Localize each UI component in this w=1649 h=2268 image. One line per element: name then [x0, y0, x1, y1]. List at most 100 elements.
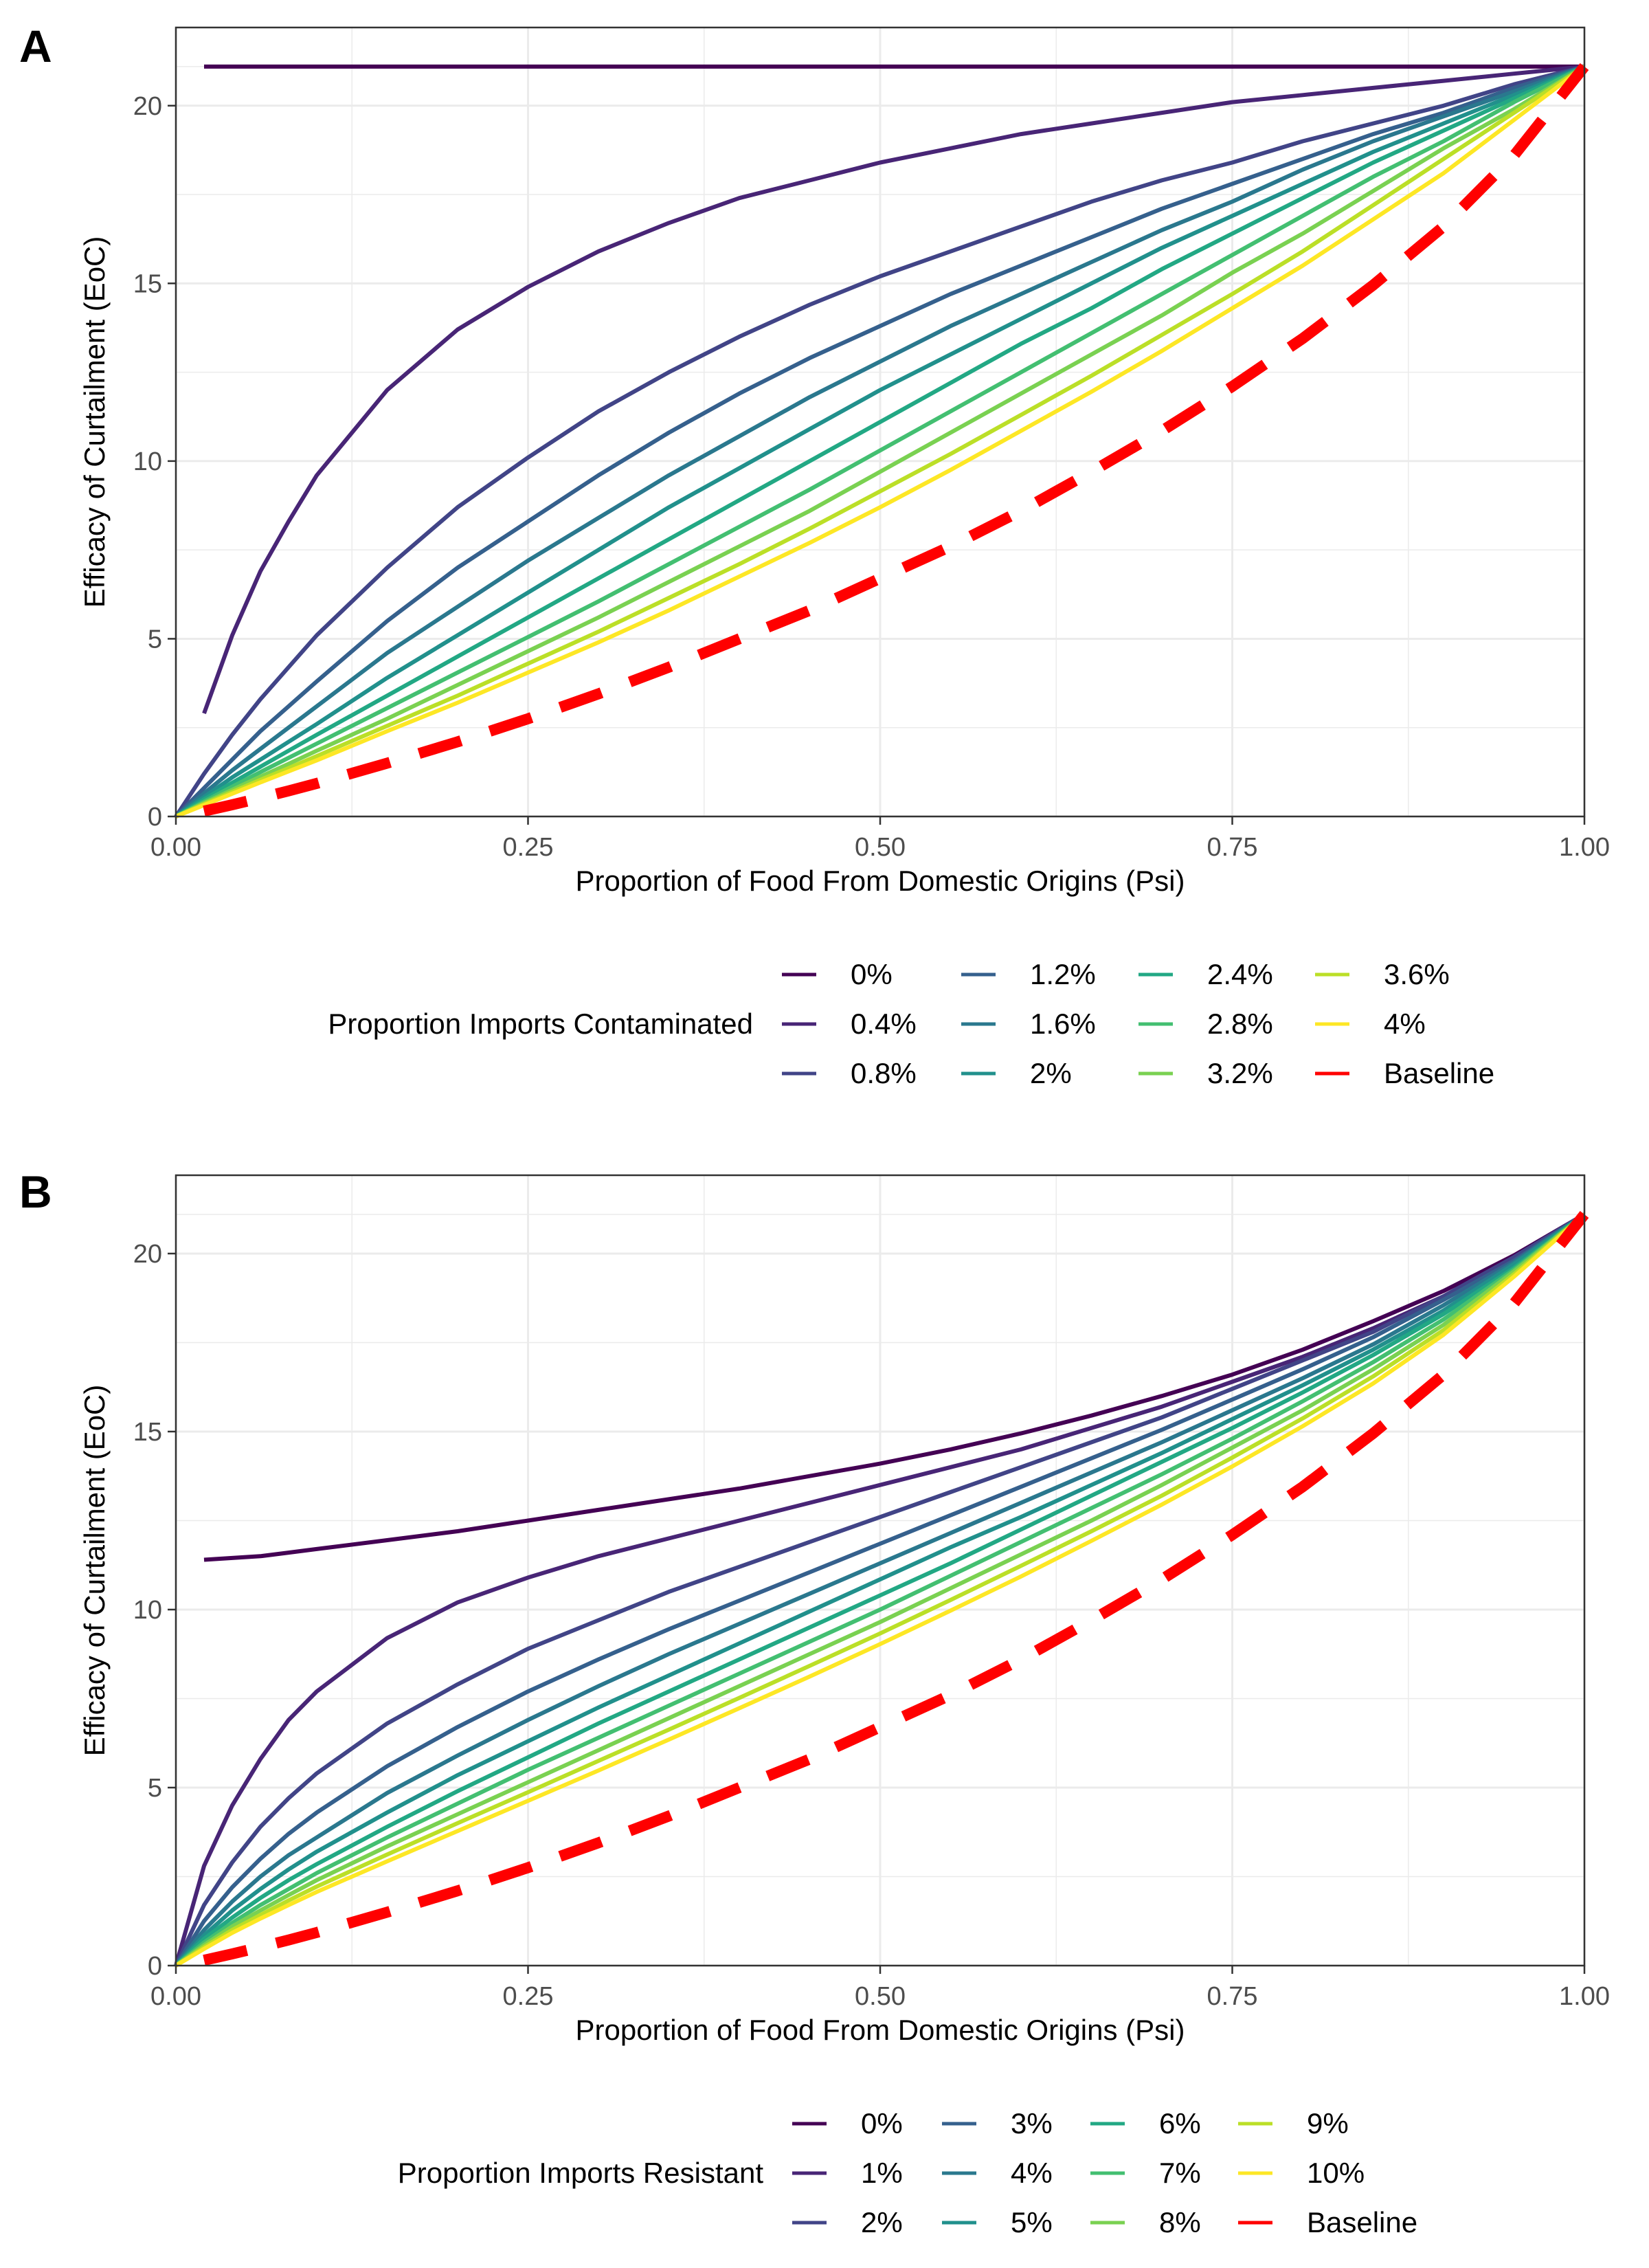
series-group	[174, 63, 1589, 819]
series-line-7pct	[175, 1212, 1586, 1968]
legend-label: 1.2%	[1030, 958, 1096, 990]
legend-item: 2%	[961, 1057, 1072, 1089]
legend-label: 4%	[1011, 2157, 1053, 2189]
series-line-8pct	[175, 1212, 1586, 1968]
legend-item: 6%	[1090, 2107, 1201, 2139]
x-tick-label: 0.00	[150, 833, 201, 862]
legend-item: Baseline	[1315, 1057, 1494, 1089]
series-group	[174, 1211, 1589, 1968]
series-line-2.4pct	[175, 65, 1586, 819]
legend-item: 2.4%	[1138, 958, 1273, 990]
panel-b: B 0.00 0.25 0.50 0.75 1.00 0 5 10 15 20 Proportion …	[19, 1166, 1610, 2238]
series-line-3.2pct	[175, 65, 1586, 819]
x-tick-label: 0.50	[855, 1982, 906, 2011]
y-tick-label: 0	[148, 1952, 162, 1981]
legend-label: 0%	[861, 2107, 903, 2139]
legend-item: 7%	[1090, 2157, 1201, 2189]
x-tick-label: 0.75	[1207, 1982, 1258, 2011]
legend-label: 4%	[1384, 1008, 1426, 1040]
legend-label: 2%	[861, 2206, 903, 2238]
series-line-0pct	[203, 1212, 1586, 1562]
legend-item: 10%	[1238, 2157, 1365, 2189]
legend-item: 4%	[942, 2157, 1053, 2189]
legend-title: Proportion Imports Resistant	[398, 2157, 764, 2189]
series-line-9pct	[175, 1212, 1586, 1968]
legend-label: 1%	[861, 2157, 903, 2189]
series-line-4pct	[175, 65, 1586, 819]
legend-item: 0%	[792, 2107, 903, 2139]
panel-label: B	[19, 1166, 52, 1217]
legend-item: 8%	[1090, 2206, 1201, 2238]
legend-item: 2.8%	[1138, 1008, 1273, 1040]
legend-label: 3.6%	[1384, 958, 1450, 990]
panel-label: A	[19, 21, 52, 71]
legend-item: 2%	[792, 2206, 903, 2238]
legend-item: 5%	[942, 2206, 1053, 2238]
legend-item: 0.8%	[782, 1057, 917, 1089]
legend-item: 1%	[792, 2157, 903, 2189]
legend-label: 7%	[1159, 2157, 1201, 2189]
series-line-2pct	[174, 1212, 1586, 1967]
legend-item: 1.2%	[961, 958, 1096, 990]
series-line-10pct	[175, 1212, 1586, 1968]
legend-item: 9%	[1238, 2107, 1349, 2139]
series-line-baseline	[203, 63, 1589, 817]
y-axis-title: Efficacy of Curtailment (EoC)	[78, 1385, 111, 1757]
y-tick-label: 10	[133, 1596, 162, 1625]
y-tick-label: 20	[133, 1240, 162, 1269]
legend-item: Baseline	[1238, 2206, 1417, 2238]
legend-item: 1.6%	[961, 1008, 1096, 1040]
legend-label: Baseline	[1307, 2206, 1417, 2238]
legend: Proportion Imports Contaminated 0% 0.4% 0.8…	[328, 958, 1494, 1089]
x-tick-label: 0.50	[855, 833, 906, 862]
series-line-0.8pct	[174, 64, 1585, 818]
legend-label: 0.8%	[851, 1057, 917, 1089]
series-line-5pct	[174, 1212, 1586, 1968]
legend-item: 3.6%	[1315, 958, 1450, 990]
x-tick-label: 0.25	[503, 1982, 554, 2011]
x-tick-label: 0.25	[503, 833, 554, 862]
panel-a: A 0.00 0.25 0.50 0.75 1.00 0 5 10 15 20 Proportion …	[19, 21, 1610, 1089]
legend-item: 3.2%	[1138, 1057, 1273, 1089]
series-line-0.4pct	[202, 64, 1585, 715]
legend-label: Baseline	[1384, 1057, 1494, 1089]
legend-label: 9%	[1307, 2107, 1349, 2139]
x-tick-label: 0.75	[1207, 833, 1258, 862]
x-tick-label: 1.00	[1559, 833, 1610, 862]
legend-label: 5%	[1011, 2206, 1053, 2238]
y-tick-label: 20	[133, 92, 162, 121]
legend-item: 3%	[942, 2107, 1053, 2139]
y-tick-label: 15	[133, 1418, 162, 1447]
y-tick-label: 0	[148, 803, 162, 832]
legend-label: 1.6%	[1030, 1008, 1096, 1040]
legend-label: 2.8%	[1207, 1008, 1273, 1040]
y-tick-label: 10	[133, 447, 162, 476]
series-line-6pct	[174, 1212, 1586, 1968]
y-tick-label: 15	[133, 269, 162, 298]
series-line-1.6pct	[175, 65, 1585, 819]
x-tick-label: 1.00	[1559, 1982, 1610, 2011]
legend-item: 0.4%	[782, 1008, 917, 1040]
series-line-1.2pct	[174, 65, 1585, 819]
legend-label: 2%	[1030, 1057, 1072, 1089]
legend-label: 0%	[851, 958, 893, 990]
legend-title: Proportion Imports Contaminated	[328, 1008, 753, 1040]
legend-item: 0%	[782, 958, 893, 990]
legend-label: 0.4%	[851, 1008, 917, 1040]
series-line-3.6pct	[175, 65, 1586, 819]
legend-label: 10%	[1307, 2157, 1365, 2189]
series-line-baseline	[203, 1211, 1589, 1966]
legend-label: 8%	[1159, 2206, 1201, 2238]
series-line-3pct	[174, 1212, 1586, 1967]
y-tick-label: 5	[148, 1774, 162, 1803]
legend: Proportion Imports Resistant 0% 1% 2% 3% 4% 5%…	[398, 2107, 1417, 2238]
series-line-1pct	[174, 1212, 1586, 1966]
legend-label: 3%	[1011, 2107, 1053, 2139]
x-tick-label: 0.00	[150, 1982, 201, 2011]
legend-label: 2.4%	[1207, 958, 1273, 990]
legend-label: 6%	[1159, 2107, 1201, 2139]
x-axis-title: Proportion of Food From Domestic Origins…	[576, 865, 1185, 897]
series-line-2pct	[175, 65, 1586, 819]
legend-label: 3.2%	[1207, 1057, 1273, 1089]
